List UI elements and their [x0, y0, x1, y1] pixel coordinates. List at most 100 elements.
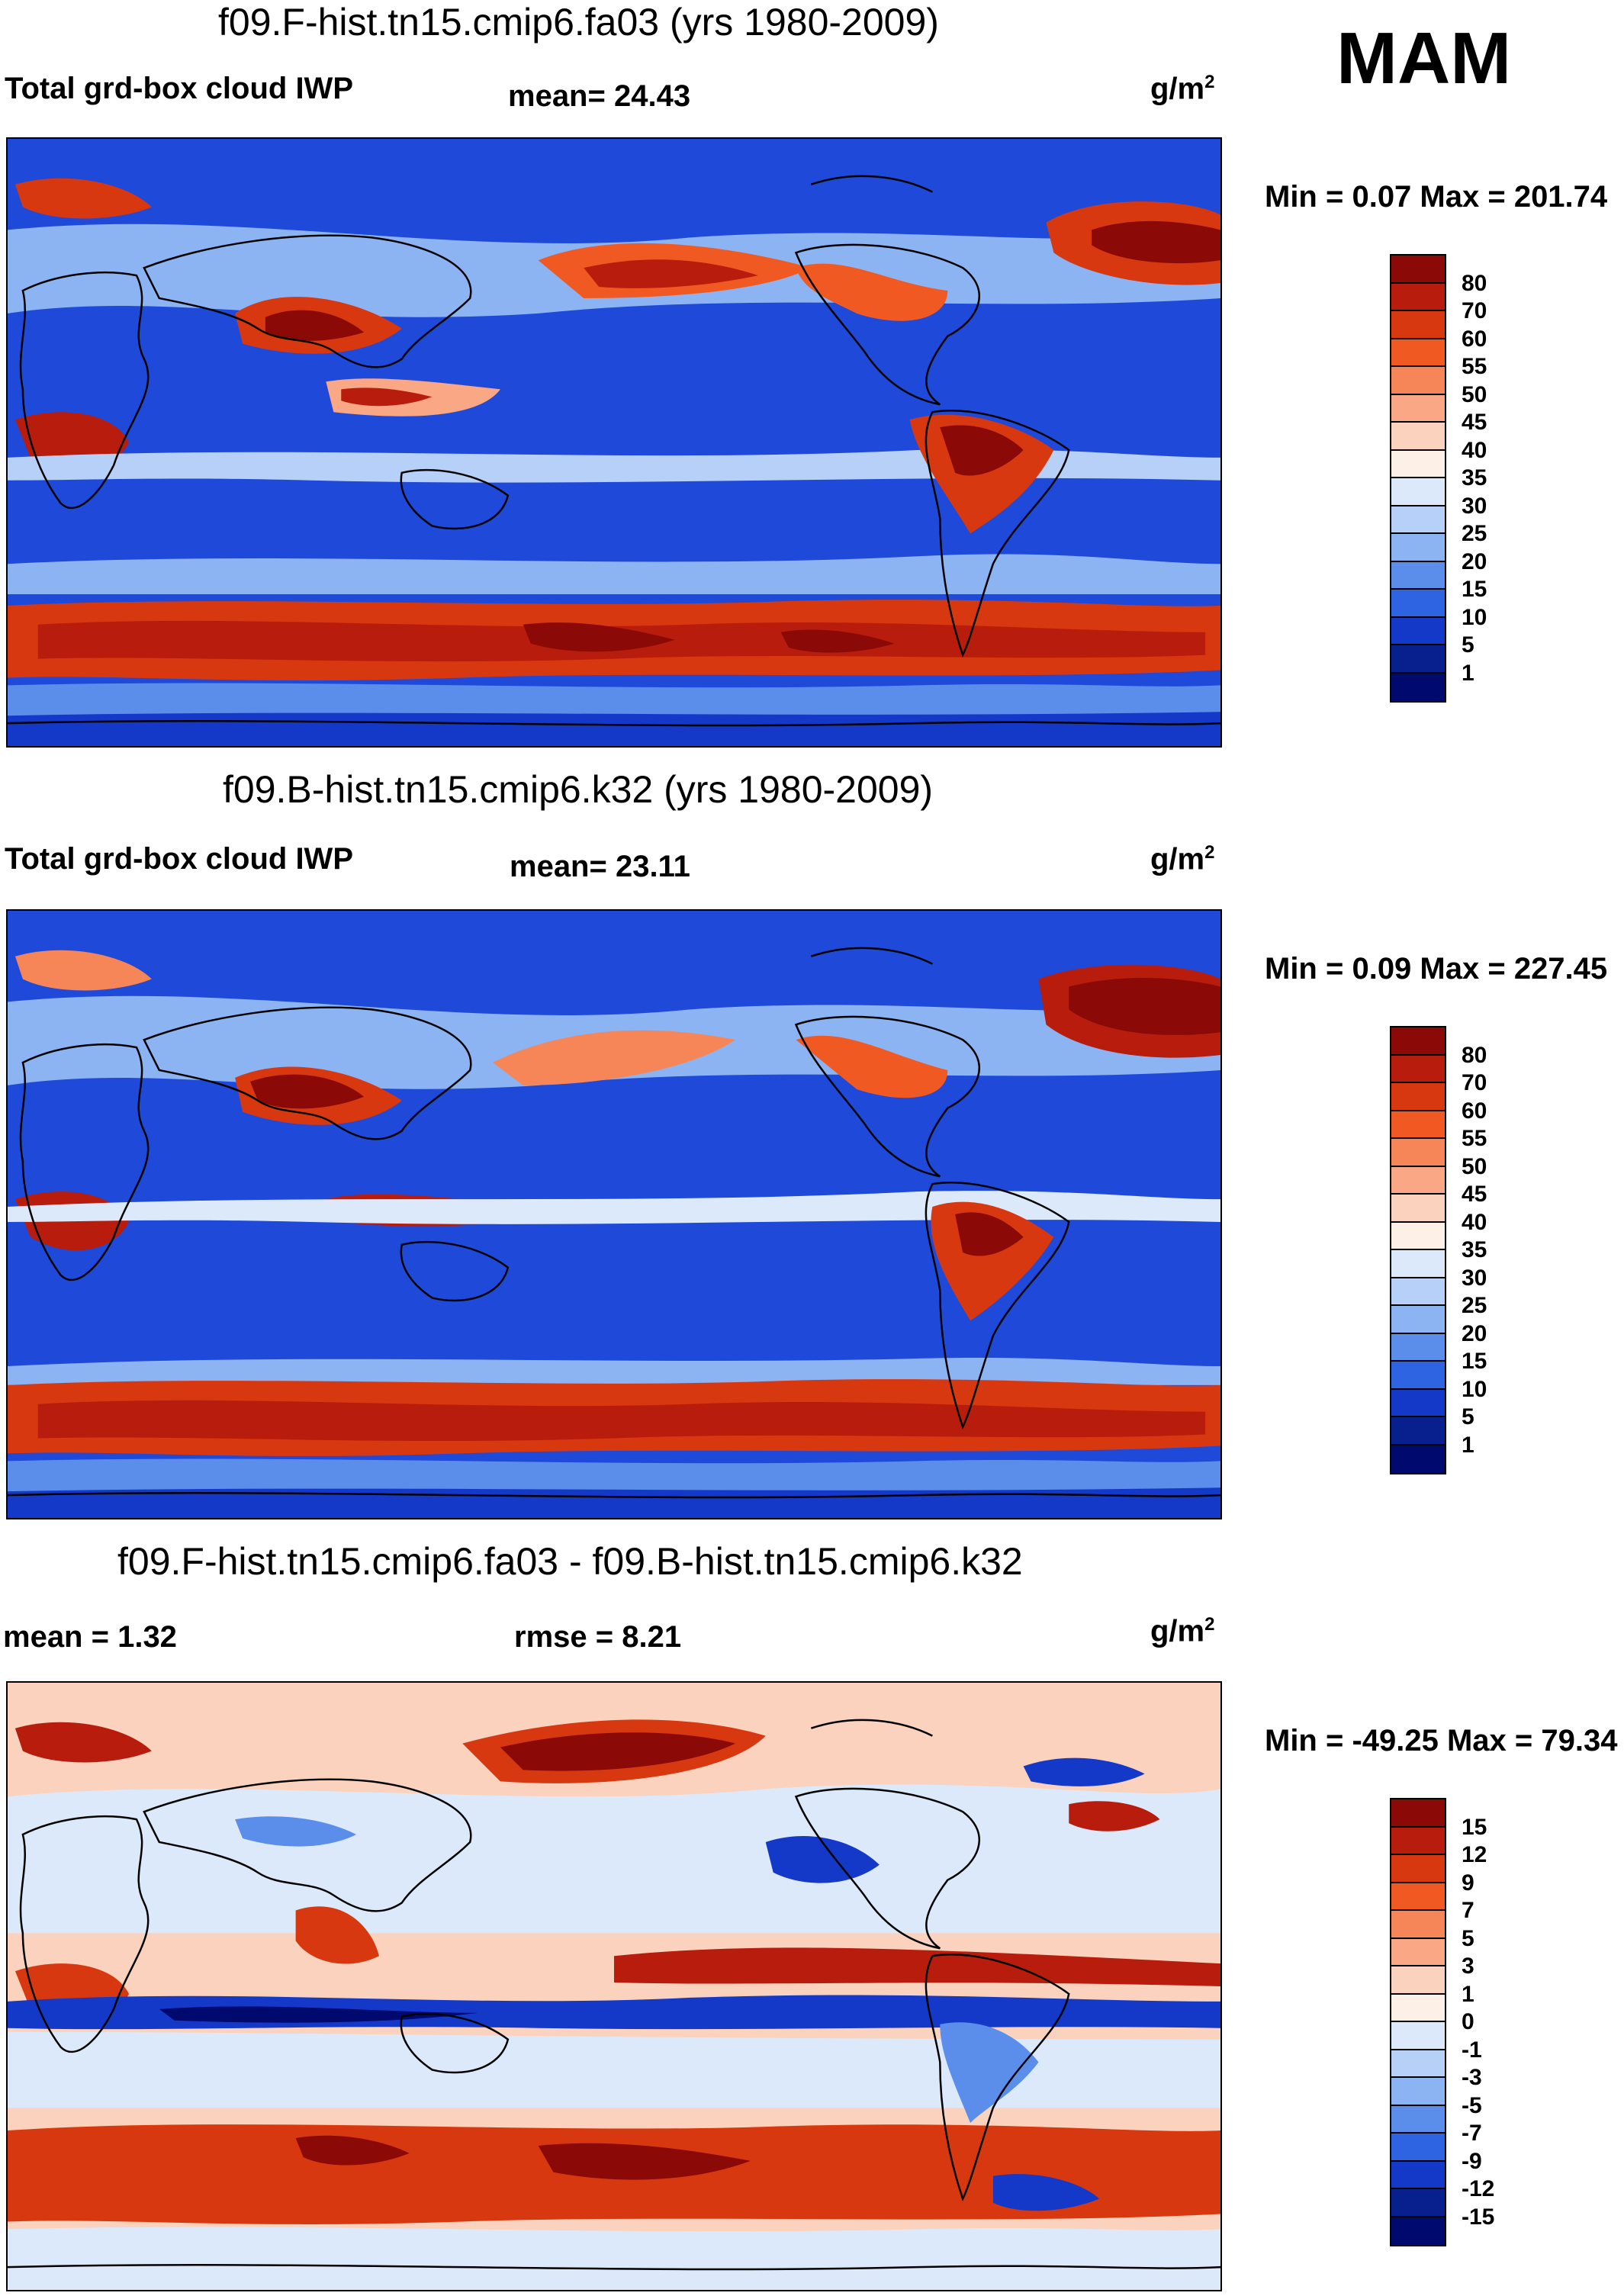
- panel2-colorbar-swatch: [1391, 1139, 1445, 1167]
- panel3-colorbar-swatch: [1391, 1799, 1445, 1828]
- panel3-colorbar-swatch: [1391, 1938, 1445, 1966]
- colorbar-tick-label: -9: [1462, 2148, 1482, 2174]
- colorbar-tick-label: 30: [1462, 1265, 1487, 1291]
- panel3-colorbar-swatch: [1391, 2105, 1445, 2134]
- panel3-colorbar-swatch: [1391, 1994, 1445, 2022]
- panel3-mean-label: mean = 1.32: [3, 1620, 177, 1654]
- colorbar-tick-label: -3: [1462, 2065, 1482, 2090]
- panel3-colorbar-swatch: [1391, 1827, 1445, 1855]
- panel3-map: [6, 1681, 1222, 2291]
- panel1-left-label: Total grd-box cloud IWP: [5, 72, 353, 105]
- colorbar-tick-label: 5: [1462, 1925, 1474, 1951]
- panel1-colorbar-swatch: [1391, 506, 1445, 534]
- panel3-colorbar-swatch: [1391, 2189, 1445, 2217]
- panel1-colorbar-swatch: [1391, 283, 1445, 311]
- panel2-map: [6, 909, 1222, 1519]
- colorbar-tick-label: 20: [1462, 1320, 1487, 1346]
- colorbar-tick-label: 15: [1462, 1349, 1487, 1374]
- colorbar-tick-label: 0: [1462, 2009, 1474, 2034]
- panel1-mean-label: mean= 24.43: [508, 79, 691, 113]
- panel3-colorbar-swatch: [1391, 2161, 1445, 2189]
- colorbar-tick-label: -12: [1462, 2176, 1495, 2201]
- colorbar-tick-label: 80: [1462, 270, 1487, 296]
- colorbar-tick-label: 55: [1462, 354, 1487, 379]
- colorbar-tick-label: 45: [1462, 410, 1487, 435]
- colorbar-tick-label: 35: [1462, 1237, 1487, 1262]
- panel2-mean-label: mean= 23.11: [510, 850, 690, 883]
- colorbar-tick-label: 55: [1462, 1126, 1487, 1151]
- panel2-colorbar-swatch: [1391, 1278, 1445, 1306]
- panel1-colorbar-swatch: [1391, 673, 1445, 701]
- panel1-colorbar-swatch: [1391, 450, 1445, 478]
- panel1-title: f09.F-hist.tn15.cmip6.fa03 (yrs 1980-200…: [218, 1, 939, 43]
- colorbar-tick-label: 45: [1462, 1182, 1487, 1207]
- colorbar-tick-label: 5: [1462, 632, 1474, 658]
- colorbar-tick-label: 50: [1462, 1153, 1487, 1179]
- panel2-colorbar-swatch: [1391, 1027, 1445, 1056]
- panel3-colorbar-swatch: [1391, 2022, 1445, 2050]
- colorbar-tick-label: 3: [1462, 1954, 1474, 1979]
- panel2-colorbar-swatch: [1391, 1111, 1445, 1139]
- colorbar-tick-label: 40: [1462, 1209, 1487, 1235]
- panel1-colorbar-swatch: [1391, 590, 1445, 618]
- panel3-colorbar-swatch: [1391, 2078, 1445, 2106]
- panel1-colorbar-swatch: [1391, 534, 1445, 562]
- panel3-units: g/m2: [1150, 1614, 1215, 1648]
- panel1-colorbar-swatch: [1391, 311, 1445, 339]
- colorbar-tick-label: 30: [1462, 493, 1487, 519]
- panel1-colorbar-swatch: [1391, 561, 1445, 590]
- colorbar-tick-label: -5: [1462, 2092, 1482, 2118]
- panel2-colorbar-swatch: [1391, 1306, 1445, 1334]
- panel2-colorbar: [1390, 1026, 1446, 1474]
- colorbar-tick-label: -15: [1462, 2204, 1495, 2230]
- panel1-colorbar-swatch: [1391, 478, 1445, 506]
- colorbar-tick-label: 9: [1462, 1870, 1474, 1896]
- colorbar-tick-label: 15: [1462, 577, 1487, 602]
- panel2-minmax: Min = 0.09 Max = 227.45: [1265, 952, 1608, 986]
- colorbar-tick-label: 20: [1462, 548, 1487, 574]
- panel1-colorbar-swatch: [1391, 367, 1445, 395]
- colorbar-tick-label: 1: [1462, 1432, 1474, 1458]
- panel1-colorbar-swatch: [1391, 423, 1445, 451]
- colorbar-tick-label: 35: [1462, 465, 1487, 490]
- colorbar-tick-label: 12: [1462, 1842, 1487, 1867]
- colorbar-tick-label: 10: [1462, 1376, 1487, 1402]
- panel3-colorbar-swatch: [1391, 1883, 1445, 1911]
- colorbar-tick-label: 1: [1462, 1981, 1474, 2007]
- colorbar-tick-label: 80: [1462, 1042, 1487, 1068]
- colorbar-tick-label: 7: [1462, 1898, 1474, 1923]
- panel2-colorbar-swatch: [1391, 1166, 1445, 1195]
- panel3-rmse-label: rmse = 8.21: [514, 1620, 682, 1654]
- panel2-title: f09.B-hist.tn15.cmip6.k32 (yrs 1980-2009…: [223, 768, 934, 811]
- panel2-colorbar-swatch: [1391, 1389, 1445, 1417]
- panel3-colorbar-swatch: [1391, 2050, 1445, 2078]
- panel3-minmax: Min = -49.25 Max = 79.34: [1265, 1724, 1618, 1757]
- panel2-colorbar-swatch: [1391, 1055, 1445, 1083]
- colorbar-tick-label: -7: [1462, 2121, 1482, 2146]
- colorbar-tick-label: 70: [1462, 1070, 1487, 1095]
- panel2-colorbar-swatch: [1391, 1445, 1445, 1473]
- panel1-colorbar-swatch: [1391, 394, 1445, 423]
- colorbar-tick-label: 10: [1462, 604, 1487, 630]
- colorbar-tick-label: 25: [1462, 1293, 1487, 1318]
- panel3-colorbar-swatch: [1391, 2217, 1445, 2245]
- panel1-colorbar-swatch: [1391, 617, 1445, 645]
- panel2-units: g/m2: [1150, 842, 1215, 876]
- colorbar-tick-label: 50: [1462, 381, 1487, 407]
- colorbar-tick-label: 60: [1462, 1098, 1487, 1124]
- season-label: MAM: [1336, 18, 1512, 99]
- panel3-colorbar-swatch: [1391, 1966, 1445, 1995]
- panel1-units: g/m2: [1150, 72, 1215, 106]
- panel2-colorbar-swatch: [1391, 1195, 1445, 1223]
- panel1-colorbar: [1390, 254, 1446, 703]
- panel1-colorbar-swatch: [1391, 645, 1445, 674]
- panel2-colorbar-swatch: [1391, 1250, 1445, 1278]
- panel1-map: [6, 137, 1222, 748]
- panel2-colorbar-swatch: [1391, 1333, 1445, 1362]
- colorbar-tick-label: 40: [1462, 437, 1487, 463]
- panel2-colorbar-swatch: [1391, 1362, 1445, 1390]
- colorbar-tick-label: -1: [1462, 2037, 1482, 2063]
- panel3-title: f09.F-hist.tn15.cmip6.fa03 - f09.B-hist.…: [117, 1540, 1023, 1583]
- colorbar-tick-label: 5: [1462, 1404, 1474, 1429]
- colorbar-tick-label: 60: [1462, 326, 1487, 352]
